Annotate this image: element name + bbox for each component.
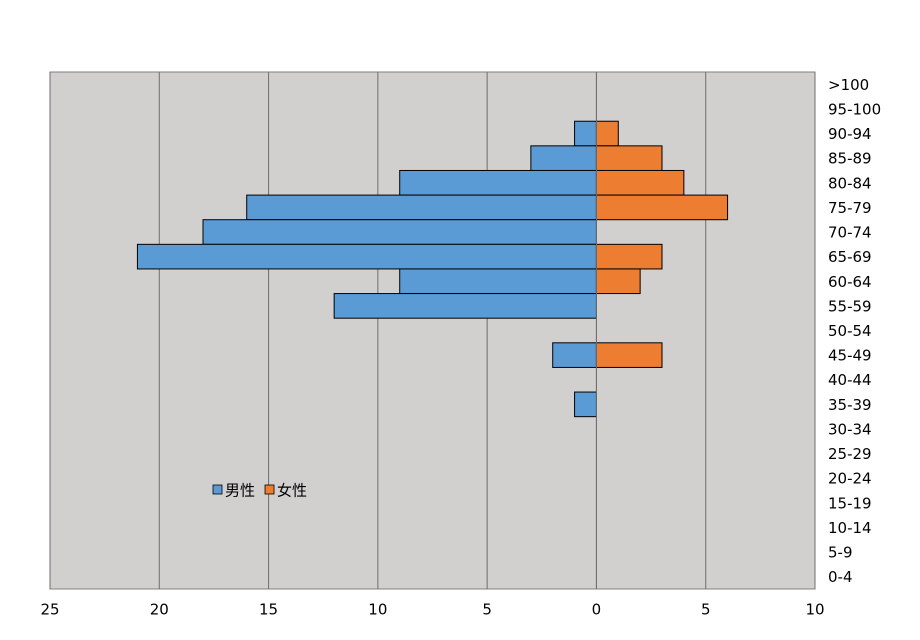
y-tick-label: 45-49 xyxy=(828,347,872,365)
bar xyxy=(574,120,597,147)
bar xyxy=(574,391,597,418)
y-tick-label: 30-34 xyxy=(828,420,872,438)
y-tick-label: 60-64 xyxy=(828,273,872,291)
y-tick-label: 90-94 xyxy=(828,125,872,143)
bar xyxy=(333,293,597,319)
y-tick-label: 15-19 xyxy=(828,494,872,512)
y-tick-label: 65-69 xyxy=(828,248,872,266)
bar xyxy=(595,145,663,171)
y-tick-label: 80-84 xyxy=(828,174,872,192)
y-tick-label: 75-79 xyxy=(828,199,872,217)
legend-label: 男性 xyxy=(225,482,255,500)
bar xyxy=(399,169,597,196)
legend-swatch xyxy=(264,484,275,495)
y-tick-label: 85-89 xyxy=(828,150,872,168)
bar xyxy=(595,342,663,368)
x-tick-label: 25 xyxy=(40,601,59,619)
y-tick-label: 40-44 xyxy=(828,371,872,389)
bar xyxy=(595,194,729,221)
legend-label: 女性 xyxy=(277,482,307,500)
x-tick-label: 10 xyxy=(805,601,824,619)
bar xyxy=(399,268,597,295)
x-tick-label: 5 xyxy=(482,601,492,619)
y-tick-label: 50-54 xyxy=(828,322,872,340)
x-tick-label: 10 xyxy=(368,601,387,619)
x-tick-label: 5 xyxy=(701,601,711,619)
bar xyxy=(530,145,597,171)
y-tick-label: 25-29 xyxy=(828,445,872,463)
bar xyxy=(595,120,619,147)
x-tick-label: 0 xyxy=(592,601,602,619)
y-tick-label: 95-100 xyxy=(828,100,881,118)
y-tick-label: 70-74 xyxy=(828,224,872,242)
bar xyxy=(595,268,641,295)
bar xyxy=(202,219,597,245)
y-tick-label: 55-59 xyxy=(828,297,872,315)
y-tick-label: >100 xyxy=(828,76,869,94)
y-tick-label: 5-9 xyxy=(828,544,853,562)
plot-area xyxy=(49,71,816,590)
bar xyxy=(552,342,597,368)
y-tick-label: 35-39 xyxy=(828,396,872,414)
x-tick-label: 15 xyxy=(259,601,278,619)
x-tick-label: 20 xyxy=(150,601,169,619)
bar xyxy=(595,169,685,196)
legend-swatch xyxy=(212,484,223,495)
y-tick-label: 20-24 xyxy=(828,470,872,488)
y-tick-label: 0-4 xyxy=(828,568,853,586)
bar xyxy=(595,243,663,270)
bar xyxy=(246,194,597,221)
bar xyxy=(136,243,597,270)
y-tick-label: 10-14 xyxy=(828,519,872,537)
